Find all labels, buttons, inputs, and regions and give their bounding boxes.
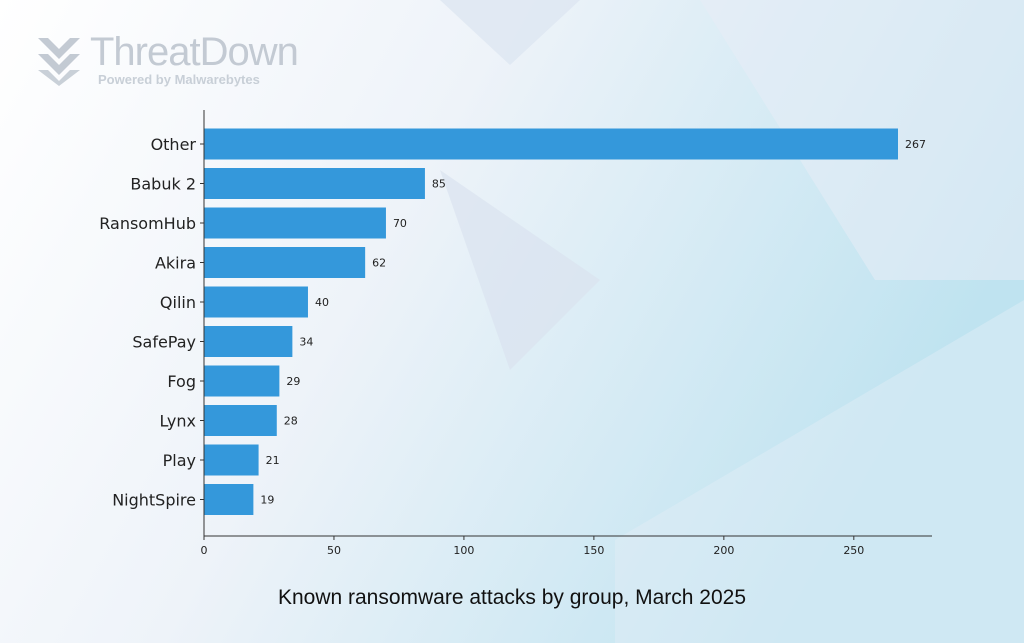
- category-label: Play: [163, 451, 196, 470]
- x-tick-label: 50: [327, 544, 341, 557]
- bar: [204, 207, 386, 239]
- bar: [204, 286, 308, 318]
- category-label: Lynx: [159, 412, 196, 431]
- x-tick-label: 100: [453, 544, 474, 557]
- x-tick-label: 0: [201, 544, 208, 557]
- data-label: 34: [299, 336, 313, 349]
- category-label: Other: [151, 135, 197, 154]
- data-label: 40: [315, 296, 329, 309]
- data-label: 28: [284, 415, 298, 428]
- data-label: 267: [905, 138, 926, 151]
- threatdown-chevron-icon: [38, 38, 80, 86]
- category-label: NightSpire: [112, 491, 196, 510]
- category-label: SafePay: [132, 333, 196, 352]
- bar: [204, 365, 280, 397]
- logo-tagline: Powered by Malwarebytes: [98, 72, 260, 87]
- category-label: RansomHub: [99, 214, 196, 233]
- data-label: 19: [260, 494, 274, 507]
- bar: [204, 128, 898, 160]
- bar: [204, 168, 425, 199]
- category-label: Akira: [155, 254, 196, 273]
- bar: [204, 405, 277, 436]
- bar: [204, 484, 254, 515]
- chart-caption: Known ransomware attacks by group, March…: [277, 586, 747, 609]
- category-label: Babuk 2: [130, 175, 196, 194]
- data-label: 85: [432, 178, 446, 191]
- category-label: Fog: [167, 372, 196, 391]
- bar: [204, 444, 259, 476]
- data-label: 21: [266, 454, 280, 467]
- data-label: 29: [286, 375, 300, 388]
- data-label: 70: [393, 217, 407, 230]
- x-tick-label: 200: [713, 544, 734, 557]
- bar: [204, 247, 366, 278]
- threatdown-logo: ThreatDown Powered by Malwarebytes: [36, 30, 336, 94]
- x-tick-label: 250: [843, 544, 864, 557]
- bar: [204, 326, 293, 357]
- data-label: 62: [372, 257, 386, 270]
- category-label: Qilin: [160, 293, 196, 312]
- logo-wordmark: ThreatDown: [90, 30, 299, 74]
- x-tick-label: 150: [583, 544, 604, 557]
